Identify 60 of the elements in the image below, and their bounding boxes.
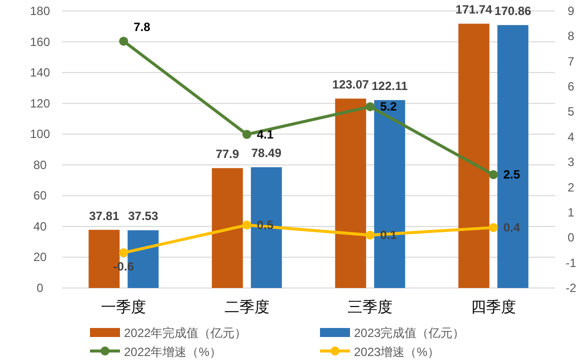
data-label: 5.2 [380,100,398,114]
legend-label: 2023增速（%） [354,345,440,359]
point [242,130,252,139]
y-tick-label: 160 [30,34,50,49]
point [366,102,375,112]
data-label: 0.5 [256,218,274,232]
data-label: 37.81 [89,208,120,223]
y-tick-label: 0 [36,281,44,295]
bar [250,167,282,288]
data-label: 4.1 [256,127,274,142]
y-tick-label: 140 [30,66,50,80]
y-tick-label: 80 [33,158,47,172]
bar [335,98,366,288]
y-tick-label: 60 [33,188,47,203]
point [119,36,128,46]
point [119,248,128,258]
bar [458,24,490,288]
y-tick-label: 20 [33,250,47,264]
y2-tick-label: 8 [568,29,575,44]
y2-tick-label: 3 [568,155,575,170]
data-label: 2.5 [503,168,520,182]
data-label: 7.8 [134,20,151,34]
legend-label: 2022年完成值（亿元） [124,326,247,340]
y2-tick-label: 6 [568,80,575,94]
x-tick-label: 一季度 [101,299,146,316]
data-label: 37.53 [128,209,158,224]
legend-label: 2023完成值（亿元） [354,326,465,340]
y-tick-label: 180 [30,4,50,18]
data-label: 77.9 [216,147,240,162]
y2-tick-label: 2 [568,180,575,194]
x-tick-label: 三季度 [348,299,393,316]
y-tick-label: 40 [33,219,47,234]
data-label: 78.49 [251,146,282,160]
data-label: 171.74 [456,2,493,17]
y-tick-label: 100 [30,127,50,142]
data-label: 0.1 [380,228,398,242]
point [488,223,498,232]
y2-tick-label: 0 [568,230,575,245]
y2-tick-label: 4 [568,130,575,144]
bar [497,25,528,288]
y-tick-label: 120 [30,96,50,110]
y2-tick-label: -1 [566,256,577,270]
y2-tick-label: 1 [568,205,575,220]
data-label: -0.6 [113,260,134,274]
y2-tick-label: 7 [568,54,575,68]
bar [212,168,243,288]
x-tick-label: 二季度 [224,299,270,316]
legend-label: 2022年增速（%） [124,345,222,359]
data-label: 123.07 [332,78,370,92]
point [488,170,498,180]
point [366,230,375,240]
y2-tick-label: 5 [568,104,575,119]
data-label: 122.11 [372,79,408,94]
data-label: 170.86 [494,4,532,18]
point [242,220,252,230]
x-tick-label: 四季度 [470,299,516,316]
bar [374,100,406,288]
data-label: 0.4 [503,220,520,235]
y2-tick-label: 9 [568,4,575,18]
y2-tick-label: -2 [566,281,577,295]
